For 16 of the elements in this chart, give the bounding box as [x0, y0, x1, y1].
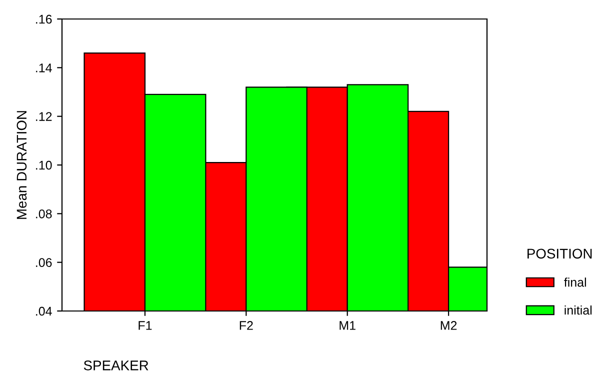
legend-label: final — [564, 278, 586, 287]
y-tick-label: .10 — [36, 160, 52, 170]
legend-title: POSITION — [528, 248, 592, 259]
legend-label: initial — [564, 305, 592, 315]
x-tick-label: F2 — [240, 321, 253, 330]
x-axis-title: SPEAKER — [84, 360, 148, 370]
y-axis-title: Mean DURATION — [16, 111, 27, 219]
y-tick-label: .04 — [36, 306, 52, 316]
y-tick-label: .08 — [36, 209, 52, 218]
x-tick-label: M2 — [440, 321, 457, 330]
y-tick-label: .12 — [36, 112, 52, 121]
y-tick-label: .16 — [36, 14, 52, 24]
y-tick-label: .14 — [36, 64, 52, 72]
x-tick-label: F1 — [138, 321, 152, 330]
x-tick-label: M1 — [340, 321, 356, 330]
y-tick-label: .06 — [36, 258, 52, 267]
